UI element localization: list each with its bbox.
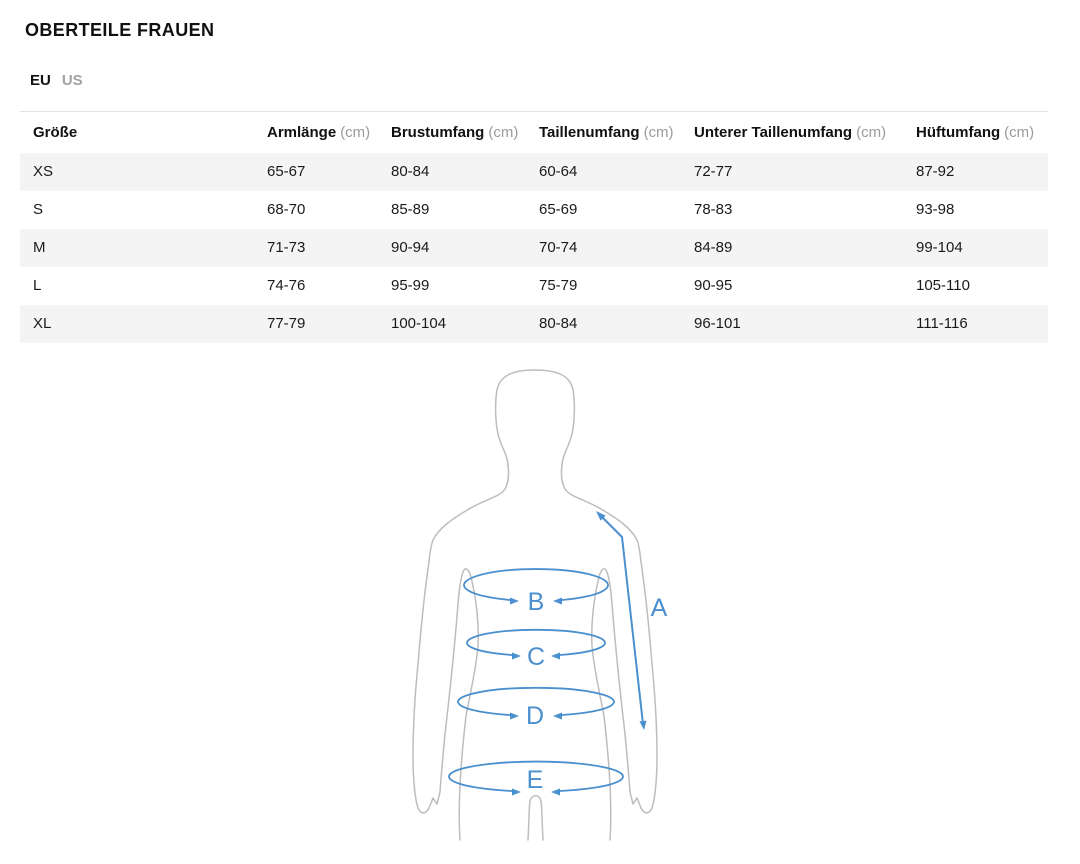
size-cell: XL bbox=[33, 315, 52, 332]
value-cell: 78-83 bbox=[694, 201, 733, 218]
value-cell: 65-67 bbox=[267, 163, 306, 180]
size-cell: XS bbox=[33, 163, 54, 180]
value-cell: 85-89 bbox=[391, 201, 430, 218]
column-header-arm-length: Armlänge (cm) bbox=[267, 123, 371, 141]
arrowhead bbox=[553, 712, 562, 720]
value-cell: 71-73 bbox=[267, 239, 306, 256]
arrowhead bbox=[553, 597, 562, 605]
value-cell: 75-79 bbox=[539, 277, 578, 294]
page-title: OBERTEILE FRAUEN bbox=[25, 20, 215, 40]
value-cell: 87-92 bbox=[916, 163, 955, 180]
tab-us[interactable]: US bbox=[61, 72, 83, 89]
body-measurement-diagram: A B C D E bbox=[412, 369, 668, 841]
unit-tabs: EU US bbox=[30, 72, 94, 89]
value-cell: 80-84 bbox=[539, 315, 578, 332]
column-header-hip: Hüftumfang (cm) bbox=[916, 123, 1035, 141]
value-cell: 93-98 bbox=[916, 201, 955, 218]
value-cell: 100-104 bbox=[391, 315, 447, 332]
label-lower-waist: D bbox=[526, 702, 544, 730]
label-hip: E bbox=[527, 766, 544, 794]
value-cell: 96-101 bbox=[694, 315, 741, 332]
value-cell: 77-79 bbox=[267, 315, 306, 332]
column-header-chest: Brustumfang (cm) bbox=[391, 123, 519, 141]
label-arm-length: A bbox=[651, 594, 668, 622]
tab-eu[interactable]: EU bbox=[30, 72, 51, 89]
value-cell: 105-110 bbox=[916, 277, 970, 294]
table-row: XS 65-67 80-84 60-64 72-77 87-92 bbox=[20, 152, 1048, 191]
label-waist: C bbox=[527, 643, 545, 671]
value-cell: 95-99 bbox=[391, 277, 430, 294]
value-cell: 84-89 bbox=[694, 239, 733, 256]
column-header-size: Größe bbox=[33, 123, 78, 141]
value-cell: 111-116 bbox=[916, 315, 968, 332]
value-cell: 65-69 bbox=[539, 201, 578, 218]
arrowhead bbox=[551, 652, 560, 660]
table-row: M 71-73 90-94 70-74 84-89 99-104 bbox=[20, 228, 1048, 267]
table-row: S 68-70 85-89 65-69 78-83 93-98 bbox=[20, 191, 1048, 229]
measure-waist-ellipse bbox=[466, 628, 606, 656]
table-row: L 74-76 95-99 75-79 90-95 105-110 bbox=[20, 267, 1048, 305]
value-cell: 68-70 bbox=[267, 201, 306, 218]
arrowhead bbox=[551, 788, 560, 796]
arrowhead bbox=[512, 652, 521, 660]
value-cell: 74-76 bbox=[267, 277, 306, 294]
arrowhead bbox=[510, 712, 519, 720]
measure-lower-waist-ellipse bbox=[457, 686, 615, 716]
label-chest: B bbox=[528, 588, 545, 616]
value-cell: 60-64 bbox=[539, 163, 578, 180]
value-cell: 90-95 bbox=[694, 277, 733, 294]
arrowhead bbox=[512, 788, 521, 796]
column-header-waist: Taillenumfang (cm) bbox=[539, 123, 674, 141]
measure-arm-line bbox=[599, 514, 644, 725]
value-cell: 70-74 bbox=[539, 239, 578, 256]
measure-chest-ellipse bbox=[463, 568, 609, 601]
size-table: Größe Armlänge (cm) Brustumfang (cm) Taill… bbox=[20, 111, 1048, 343]
value-cell: 90-94 bbox=[391, 239, 430, 256]
size-cell: M bbox=[33, 239, 46, 256]
arrowhead bbox=[510, 597, 519, 605]
value-cell: 80-84 bbox=[391, 163, 430, 180]
body-outline bbox=[412, 369, 658, 841]
arrowhead bbox=[639, 720, 647, 730]
header-row: Größe Armlänge (cm) Brustumfang (cm) Taill… bbox=[20, 112, 1048, 153]
column-header-lower-waist: Unterer Taillenumfang (cm) bbox=[694, 123, 887, 141]
size-cell: L bbox=[33, 277, 42, 294]
value-cell: 99-104 bbox=[916, 239, 963, 256]
measure-hip-ellipse bbox=[448, 760, 624, 792]
table-row: XL 77-79 100-104 80-84 96-101 111-116 bbox=[20, 304, 1048, 343]
crotch-line bbox=[527, 795, 544, 841]
arrowhead bbox=[596, 511, 606, 521]
size-table-container: Größe Armlänge (cm) Brustumfang (cm) Taill… bbox=[20, 111, 1048, 343]
size-cell: S bbox=[33, 201, 44, 218]
value-cell: 72-77 bbox=[694, 163, 733, 180]
